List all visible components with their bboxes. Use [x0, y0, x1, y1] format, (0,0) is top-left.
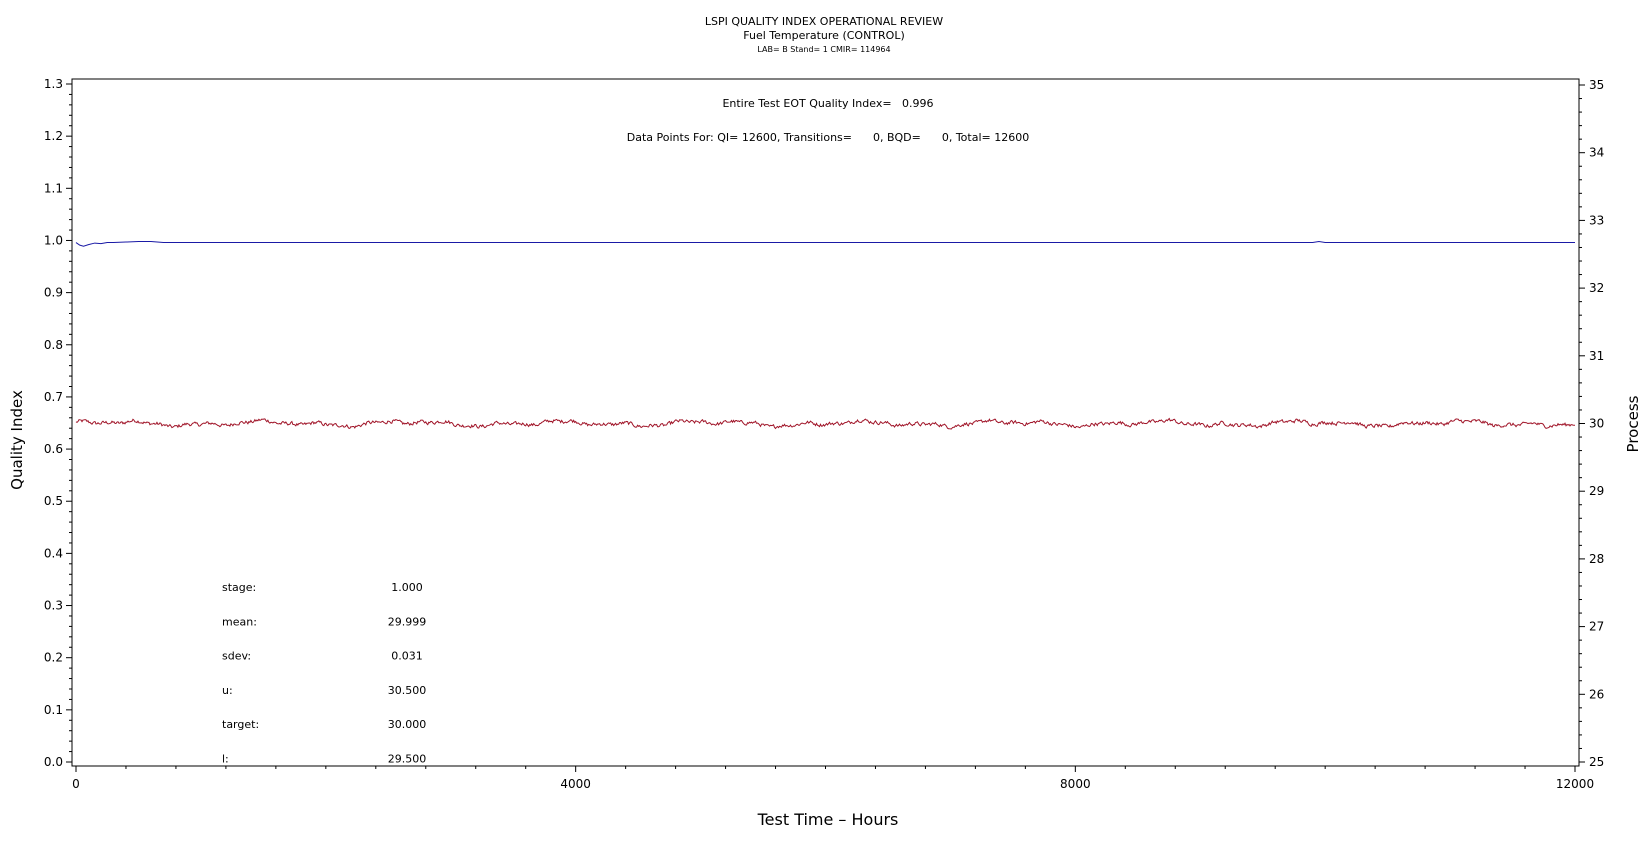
chart-subtitle-2: LAB= B Stand= 1 CMIR= 114964	[757, 45, 890, 54]
stat-label: u:	[222, 684, 233, 697]
y-left-tick-label: 0.2	[44, 651, 63, 665]
y-right-axis-label: Process	[1624, 395, 1642, 452]
right-y-axis: 25 26 27 28 29 30 31 32 33 34 35	[1579, 78, 1604, 769]
y-left-tick-label: 1.1	[44, 181, 63, 195]
y-left-axis-label: Quality Index	[8, 390, 26, 490]
stat-label: mean:	[222, 615, 257, 628]
data-points-annotation: Data Points For: QI= 12600, Transitions=…	[627, 131, 1029, 144]
stat-value: 1.000	[391, 581, 423, 594]
stat-value: 30.000	[388, 718, 427, 731]
y-left-tick-label: 1.3	[44, 77, 63, 91]
stat-label: l:	[222, 753, 229, 766]
x-tick-label: 8000	[1060, 777, 1091, 791]
y-left-tick-label: 0.9	[44, 286, 63, 300]
y-left-tick-label: 0.3	[44, 599, 63, 613]
x-axis-label: Test Time – Hours	[757, 810, 899, 829]
chart-subtitle: Fuel Temperature (CONTROL)	[743, 29, 905, 42]
stat-value: 29.500	[388, 753, 427, 766]
stat-value: 29.999	[388, 615, 427, 628]
y-left-tick-label: 0.6	[44, 442, 63, 456]
y-right-tick-label: 26	[1589, 687, 1604, 701]
stat-label: sdev:	[222, 650, 251, 663]
y-left-tick-label: 1.0	[44, 233, 63, 247]
left-y-axis: 0.0 0.1 0.2 0.3 0.4 0.5 0.6 0.7 0.8 0.9 1.0 1.1 1.2 1…	[44, 77, 72, 769]
y-left-tick-label: 1.2	[44, 129, 63, 143]
y-left-tick-label: 0.8	[44, 338, 63, 352]
y-right-tick-label: 31	[1589, 349, 1604, 363]
y-right-tick-label: 32	[1589, 281, 1604, 295]
y-right-tick-label: 28	[1589, 552, 1604, 566]
y-right-tick-label: 35	[1589, 78, 1604, 92]
y-right-tick-label: 29	[1589, 484, 1604, 498]
plot-area	[71, 78, 1580, 767]
eot-quality-index-annotation: Entire Test EOT Quality Index= 0.996	[722, 97, 933, 110]
x-tick-label: 0	[72, 777, 80, 791]
x-tick-label: 4000	[560, 777, 591, 791]
y-right-tick-label: 33	[1589, 213, 1604, 227]
x-tick-label: 12000	[1556, 777, 1594, 791]
quality-index-series-line	[75, 240, 1575, 247]
stat-value: 30.500	[388, 684, 427, 697]
stats-table: stage: 1.000 mean: 29.999 sdev: 0.031 u: 30.500…	[222, 581, 426, 766]
stat-value: 0.031	[391, 650, 423, 663]
y-right-tick-label: 30	[1589, 417, 1604, 431]
y-left-tick-label: 0.1	[44, 703, 63, 717]
y-left-tick-label: 0.5	[44, 494, 63, 508]
y-right-tick-label: 27	[1589, 620, 1604, 634]
x-axis: 0 4000 8000 12000	[72, 766, 1594, 791]
y-left-tick-label: 0.7	[44, 390, 63, 404]
y-left-tick-label: 0.4	[44, 546, 63, 560]
chart-title: LSPI QUALITY INDEX OPERATIONAL REVIEW	[705, 15, 943, 28]
stat-label: stage:	[222, 581, 256, 594]
process-series-line	[75, 417, 1576, 430]
y-right-tick-label: 25	[1589, 755, 1604, 769]
y-right-tick-label: 34	[1589, 146, 1604, 160]
y-left-tick-label: 0.0	[44, 755, 63, 769]
stat-label: target:	[222, 718, 259, 731]
